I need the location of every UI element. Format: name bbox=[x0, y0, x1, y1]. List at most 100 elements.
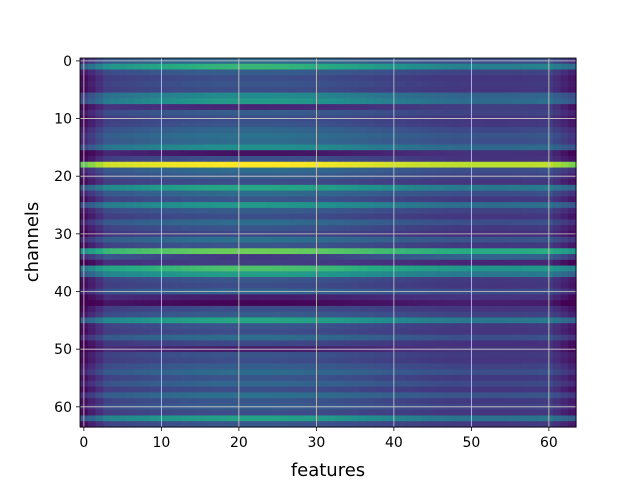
heatmap-cell bbox=[250, 161, 259, 169]
heatmap-cell bbox=[521, 340, 531, 347]
heatmap-cell bbox=[250, 242, 259, 249]
heatmap-cell bbox=[242, 213, 252, 221]
y-tick-label: 40 bbox=[54, 285, 72, 301]
heatmap-cell bbox=[219, 127, 228, 134]
heatmap-cell bbox=[258, 75, 267, 82]
heatmap-cell bbox=[258, 242, 267, 249]
heatmap-cell bbox=[444, 98, 453, 105]
heatmap-cell bbox=[149, 121, 159, 128]
heatmap-cell bbox=[335, 167, 345, 174]
heatmap-cell bbox=[328, 156, 337, 163]
heatmap-cell bbox=[273, 317, 283, 324]
heatmap-cell bbox=[529, 219, 538, 226]
heatmap-cell bbox=[335, 138, 345, 146]
heatmap-cell bbox=[304, 219, 314, 226]
heatmap-cell bbox=[103, 242, 112, 249]
heatmap-cell bbox=[328, 98, 337, 105]
heatmap-cell bbox=[242, 300, 252, 307]
heatmap-cell bbox=[328, 75, 337, 82]
heatmap-cell bbox=[475, 138, 484, 146]
heatmap-cell bbox=[537, 421, 546, 428]
heatmap-cell bbox=[374, 248, 383, 255]
heatmap-cell bbox=[196, 248, 205, 255]
heatmap-cell bbox=[165, 352, 174, 359]
heatmap-cell bbox=[180, 294, 190, 301]
heatmap-cell bbox=[211, 294, 221, 301]
heatmap-cell bbox=[483, 409, 492, 417]
heatmap-cell bbox=[498, 421, 507, 428]
heatmap-cell bbox=[165, 305, 174, 313]
heatmap-cell bbox=[134, 311, 143, 319]
heatmap-cell bbox=[490, 138, 500, 146]
heatmap-cell bbox=[475, 242, 484, 249]
heatmap-cell bbox=[289, 323, 298, 330]
heatmap-cell bbox=[335, 392, 345, 399]
heatmap-cell bbox=[413, 265, 422, 272]
heatmap-cell bbox=[118, 282, 128, 290]
heatmap-cell bbox=[428, 196, 438, 203]
heatmap-cell bbox=[266, 392, 275, 399]
heatmap-cell bbox=[397, 225, 407, 232]
heatmap-cell bbox=[490, 369, 500, 376]
heatmap-cell bbox=[413, 294, 422, 301]
heatmap-cell bbox=[219, 305, 228, 313]
heatmap-cell bbox=[297, 63, 306, 71]
heatmap-cell bbox=[351, 380, 360, 388]
heatmap-cell bbox=[413, 190, 422, 197]
heatmap-cell bbox=[304, 75, 314, 82]
heatmap-cell bbox=[320, 213, 329, 221]
heatmap-cell bbox=[521, 380, 531, 388]
heatmap-cell bbox=[219, 69, 228, 76]
heatmap-cell bbox=[304, 138, 314, 146]
heatmap-cell bbox=[211, 352, 221, 359]
heatmap-cell bbox=[196, 317, 205, 324]
heatmap-cell bbox=[335, 311, 345, 319]
heatmap-cell bbox=[444, 184, 453, 192]
heatmap-cell bbox=[436, 421, 445, 428]
heatmap-cell bbox=[149, 202, 159, 209]
heatmap-cell bbox=[173, 357, 182, 365]
heatmap-cell bbox=[304, 352, 314, 359]
heatmap-cell bbox=[475, 219, 484, 226]
heatmap-cell bbox=[142, 63, 151, 71]
heatmap-cell bbox=[421, 138, 430, 146]
heatmap-cell bbox=[374, 340, 383, 347]
heatmap-cell bbox=[475, 254, 484, 261]
heatmap-cell bbox=[382, 104, 391, 111]
heatmap-cell bbox=[304, 334, 314, 342]
heatmap-cell bbox=[180, 369, 190, 376]
heatmap-cell bbox=[498, 161, 507, 169]
heatmap-cell bbox=[211, 300, 221, 307]
heatmap-cell bbox=[413, 156, 422, 163]
heatmap-cell bbox=[126, 184, 135, 192]
heatmap-cell bbox=[490, 92, 500, 99]
heatmap-cell bbox=[521, 265, 531, 272]
heatmap-cell bbox=[111, 294, 120, 301]
heatmap-cell bbox=[560, 196, 569, 203]
heatmap-cell bbox=[343, 311, 352, 319]
heatmap-cell bbox=[95, 259, 104, 267]
heatmap-cell bbox=[165, 63, 174, 71]
heatmap-cell bbox=[359, 63, 368, 71]
heatmap-cell bbox=[405, 386, 414, 394]
heatmap-cell bbox=[436, 254, 445, 261]
heatmap-cell bbox=[405, 138, 414, 146]
heatmap-cell bbox=[382, 81, 391, 88]
heatmap-cell bbox=[289, 311, 298, 319]
heatmap-cell bbox=[273, 334, 283, 342]
heatmap-cell bbox=[328, 213, 337, 221]
heatmap-cell bbox=[475, 104, 484, 111]
heatmap-cell bbox=[219, 380, 228, 388]
heatmap-cell bbox=[219, 409, 228, 417]
heatmap-cell bbox=[103, 352, 112, 359]
heatmap-cell bbox=[227, 161, 236, 169]
heatmap-cell bbox=[204, 305, 213, 313]
heatmap-cell bbox=[281, 328, 290, 336]
heatmap-cell bbox=[459, 282, 469, 290]
heatmap-cell bbox=[273, 265, 283, 272]
heatmap-cell bbox=[335, 196, 345, 203]
heatmap-cell bbox=[428, 207, 438, 215]
heatmap-cell bbox=[506, 109, 515, 117]
heatmap-cell bbox=[382, 161, 391, 169]
heatmap-cell bbox=[103, 104, 112, 111]
